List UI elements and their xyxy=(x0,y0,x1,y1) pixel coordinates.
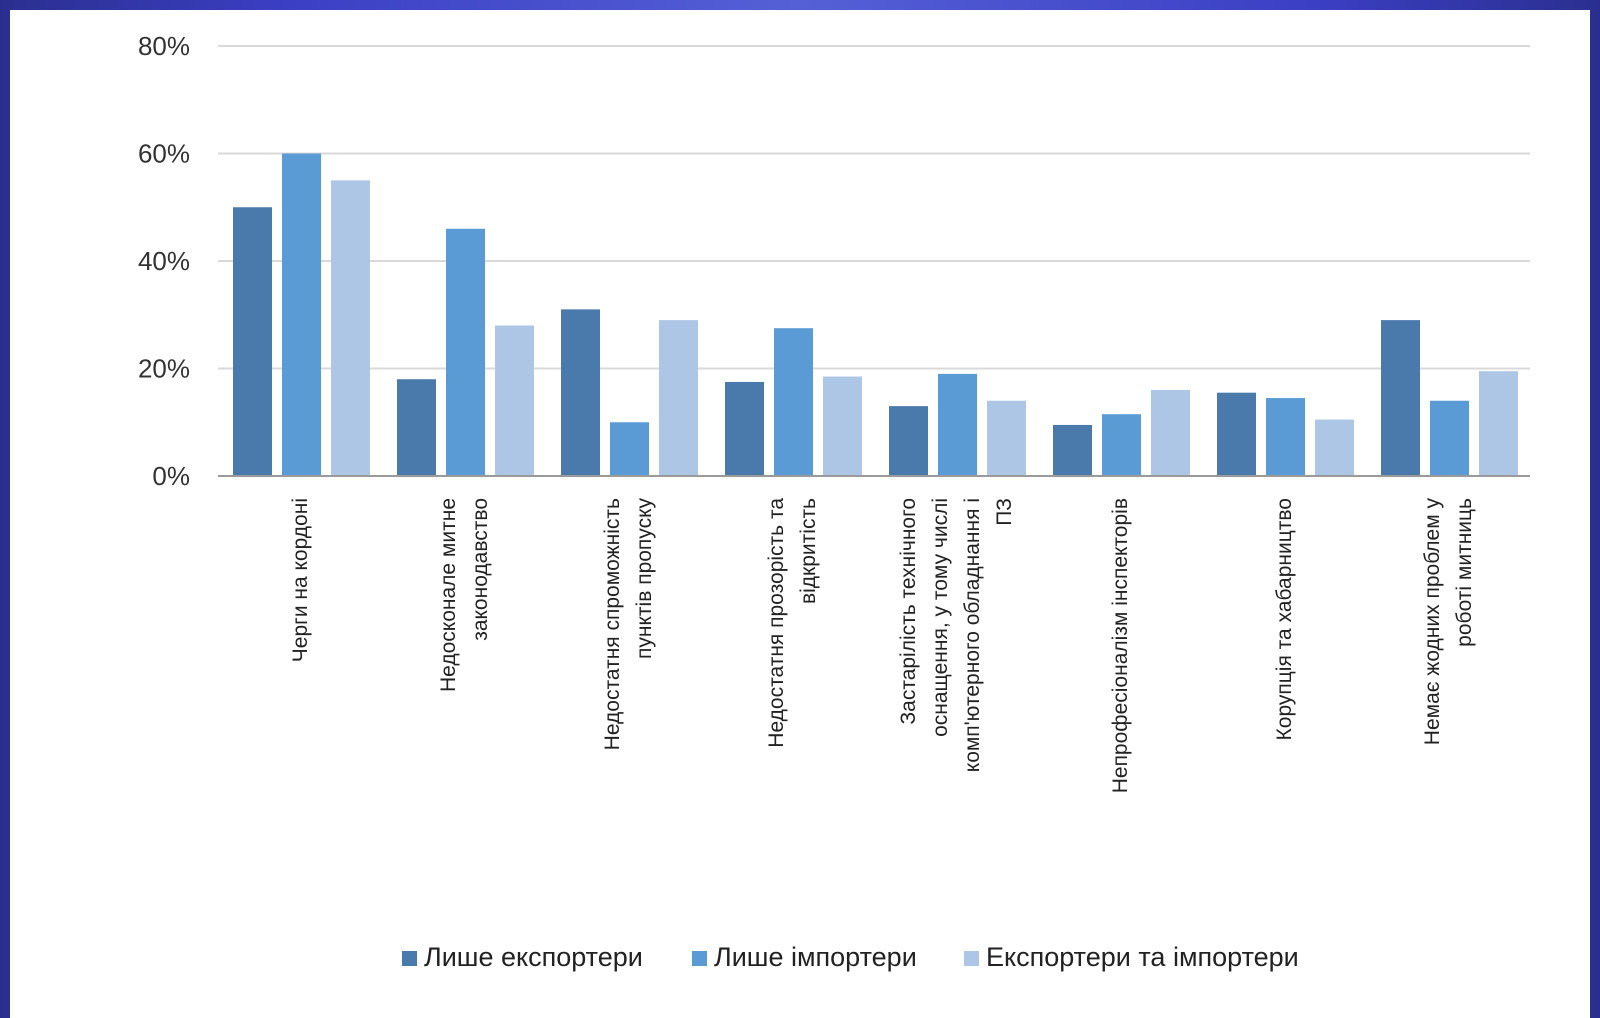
y-tick-label: 60% xyxy=(138,139,190,169)
bar xyxy=(446,228,485,476)
x-tick-label: Черги на кордоні xyxy=(289,498,312,662)
x-tick-label-line: Немає жодних проблем у xyxy=(1421,498,1444,746)
x-tick-label-line: Недостатня прозорість та xyxy=(765,498,788,748)
bar xyxy=(725,381,764,476)
bar xyxy=(1266,398,1305,476)
x-tick-label-line: роботі митниць xyxy=(1453,498,1476,647)
bar xyxy=(1053,424,1092,476)
bar xyxy=(889,406,928,476)
bar xyxy=(1430,400,1469,476)
y-tick-label: 80% xyxy=(138,31,190,61)
y-tick-label: 0% xyxy=(152,461,190,491)
bar xyxy=(987,400,1026,476)
bar xyxy=(610,422,649,476)
legend-swatch xyxy=(402,951,417,966)
x-tick-label: Корупція та хабарництво xyxy=(1273,498,1296,740)
bar xyxy=(1381,320,1420,476)
bar xyxy=(774,328,813,476)
bar xyxy=(233,207,272,476)
bar xyxy=(1315,419,1354,476)
bar xyxy=(938,373,977,476)
bar xyxy=(1217,392,1256,476)
legend-swatch xyxy=(692,951,707,966)
bar xyxy=(659,320,698,476)
legend-label: Лише експортери xyxy=(424,942,643,972)
x-tick-label: Недостатня спроможність пунктів пропуску xyxy=(601,498,656,751)
x-tick-label: Недостатня прозорість та відкритість xyxy=(765,498,820,748)
x-tick-label: Непрофесіоналізм інспекторів xyxy=(1109,498,1132,793)
legend-swatch xyxy=(964,951,979,966)
legend-label: Експортери та імпортери xyxy=(986,942,1299,972)
legend: Лише експортери Лише імпортери Експортери … xyxy=(402,942,1299,972)
chart-panel: 0% 20% 40% 60% 80% Черги на кордоні Недоскона… xyxy=(10,10,1590,1018)
bar xyxy=(561,309,600,476)
y-axis-labels: 0% 20% 40% 60% 80% xyxy=(138,31,190,491)
x-axis-labels: Черги на кордоні Недосконале митне законод… xyxy=(289,498,1476,794)
y-tick-label: 40% xyxy=(138,246,190,276)
bars xyxy=(233,153,1518,476)
x-tick-label-line: Недостатня спроможність xyxy=(601,498,624,750)
bar xyxy=(1102,414,1141,476)
bar xyxy=(1479,371,1518,476)
bar xyxy=(331,180,370,476)
x-tick-label-line: законодавство xyxy=(469,498,492,641)
legend-label: Лише імпортери xyxy=(714,942,917,972)
x-tick-label: Немає жодних проблем у роботі митниць xyxy=(1421,498,1476,746)
x-tick-label-line: пунктів пропуску xyxy=(633,498,656,659)
bar xyxy=(397,379,436,476)
bar xyxy=(823,376,862,476)
x-tick-label-line: Застарілість технічного xyxy=(897,498,920,725)
x-tick-label-line: Черги на кордоні xyxy=(289,498,312,662)
bar xyxy=(495,325,534,476)
x-tick-label: Недосконале митне законодавство xyxy=(437,498,492,692)
x-tick-label-line: комп'ютерного обладнання і xyxy=(961,498,984,772)
x-tick-label-line: відкритість xyxy=(797,498,820,604)
x-tick-label-line: оснащення, у тому числі xyxy=(929,498,952,737)
gridlines xyxy=(218,45,1530,370)
x-tick-label-line: Непрофесіоналізм інспекторів xyxy=(1109,498,1132,793)
x-tick-label-line: Недосконале митне xyxy=(437,498,460,692)
bar xyxy=(1151,390,1190,476)
x-tick-label: Застарілість технічного оснащення, у тому… xyxy=(897,498,1016,772)
y-tick-label: 20% xyxy=(138,354,190,384)
bar xyxy=(282,153,321,476)
bar-chart: 0% 20% 40% 60% 80% Черги на кордоні Недоскона… xyxy=(138,31,1530,972)
x-tick-label-line: Корупція та хабарництво xyxy=(1273,498,1296,740)
x-tick-label-line: ПЗ xyxy=(993,498,1016,526)
